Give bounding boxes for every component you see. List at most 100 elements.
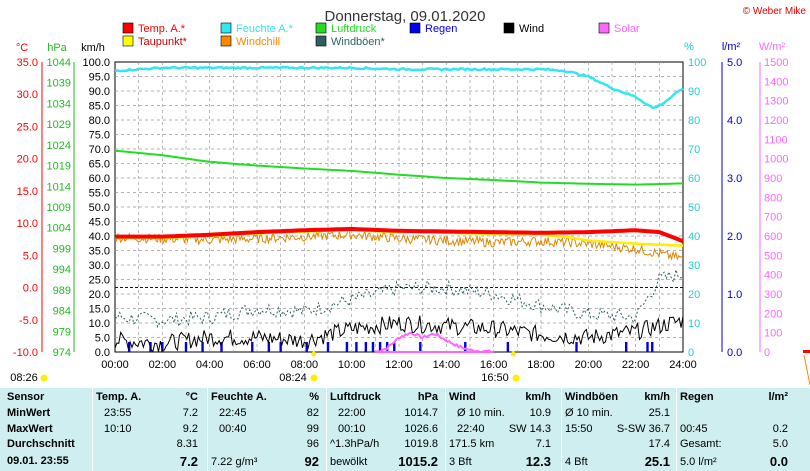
tick-pct: 50 [688,202,700,214]
tick-pct: 70 [688,144,700,156]
rain-bar [651,342,654,352]
tick-pct: 20 [688,289,700,301]
stats-header: Feuchte A. [211,391,267,403]
tick-temp: 20.0 [17,154,38,166]
stats-cell-value: 9.2 [182,422,198,435]
tick-kmh: 0.0 [95,347,110,359]
rain-bar [161,342,164,352]
statistics-table: Sensor Temp. A. °C Feuchte A.% Luftdruck hPa W… [0,388,810,471]
tick-kmh: 75.0 [89,130,110,142]
stats-cell-info: Gesamt: [680,438,722,450]
stats-cell-info: 22:45 [219,407,247,419]
stats-cell-value: 1026.6 [404,422,438,435]
moon-time: 08:26 [10,372,38,384]
stats-cell-value: 8.31 [176,438,198,450]
stats-cell-value: 96 [306,438,319,450]
stats-cell-info: 5.0 l/m² [680,455,717,468]
tick-temp: 10.0 [17,218,38,230]
tick-temp: 30.0 [17,89,38,101]
tick-kmh: 20.0 [89,289,110,301]
tick-wm2: 100 [764,328,782,340]
tick-hpa: 1034 [47,98,71,110]
tick-time: 24:00 [669,359,697,371]
stats-cell-value: 99 [306,422,319,435]
rain-bar [506,342,510,352]
rain-bar [355,342,358,352]
tick-pct: 40 [688,231,700,243]
legend-label: Wind [519,23,544,35]
stats-cell-info: Ø 10 min. [565,407,613,419]
tick-kmh: 60.0 [89,173,110,185]
stats-cell-info: 10:10 [104,422,132,435]
sun-icon [512,374,520,382]
stats-cell-info: 00:40 [219,422,247,435]
tick-wm2: 300 [764,289,782,301]
legend-label: Windböen* [331,36,386,48]
stats-cell-info: ^1.3hPa/h [330,438,380,450]
tick-hpa: 1004 [47,223,71,235]
tick-kmh: 90.0 [89,86,110,98]
rain-bar [251,342,254,352]
legend-label: Feuchte A.* [236,23,294,35]
stats-cell-value: 1019.8 [404,438,438,450]
legend-swatch [122,22,134,34]
stats-cell-info: 22:00 [338,407,366,419]
stats-row-label: 09.01. 23:55 [7,454,69,467]
legend-swatch [503,22,515,34]
table-separator [326,388,327,471]
rain-bar [326,342,330,352]
tick-kmh: 30.0 [89,260,110,272]
edge-mark [803,350,810,353]
tick-wm2: 1300 [764,96,788,108]
tick-hpa: 974 [53,347,71,359]
tick-wm2: 1500 [764,57,788,69]
tick-kmh: 10.0 [89,318,110,330]
tick-wm2: 800 [764,192,782,204]
axis-unit-lm2: l/m² [722,41,741,53]
tick-time: 10:00 [338,359,366,371]
tick-hpa: 979 [53,326,71,338]
tick-hpa: 1039 [47,78,71,90]
tick-hpa: 1044 [47,57,71,69]
stats-cell-info: 4 Bft [565,455,588,468]
tick-kmh: 5.0 [95,333,110,345]
tick-lm2: 4.0 [727,115,742,127]
series-luftdruck [114,149,684,186]
legend-swatch [220,35,232,47]
tick-wm2: 700 [764,212,782,224]
tick-time: 00:00 [101,359,129,371]
tick-temp: -10.0 [13,347,38,359]
legend-label: Regen [425,23,457,35]
axis-unit-kmh: km/h [81,42,105,54]
tick-temp: 0.0 [23,283,38,295]
stats-row-label: MinWert [7,407,51,419]
tick-lm2: 0.0 [727,347,742,359]
stats-header-unit: km/h [525,391,551,403]
tick-time: 16:00 [480,359,508,371]
stats-cell-value: 7.2 [182,407,198,419]
edge-line [803,354,810,386]
tick-time: 08:00 [291,359,319,371]
stats-header-unit: l/m² [768,391,788,403]
tick-time: 06:00 [243,359,271,371]
tick-kmh: 45.0 [89,217,110,229]
tick-temp: 5.0 [23,250,38,262]
rain-bar [575,342,578,352]
table-separator [207,388,208,471]
stats-cell-value: 0.2 [772,422,788,435]
tick-time: 12:00 [385,359,413,371]
stats-cell-value: 25.1 [648,407,670,419]
tick-kmh: 55.0 [89,188,110,200]
stats-row-label: Durchschnitt [7,438,75,450]
tick-wm2: 600 [764,231,782,243]
stats-cell-value: 7.1 [535,438,551,450]
series-temp [115,226,684,244]
stats-cell-info: 23:55 [104,407,132,419]
stats-cell-info: 22:40 [457,422,485,435]
tick-lm2: 1.0 [727,289,742,301]
tick-wm2: 1400 [764,76,788,88]
legend-swatch [598,22,610,34]
tick-kmh: 15.0 [89,304,110,316]
stats-cell-info: 171.5 km [449,438,495,450]
axis-unit-hpa: hPa [47,42,67,54]
